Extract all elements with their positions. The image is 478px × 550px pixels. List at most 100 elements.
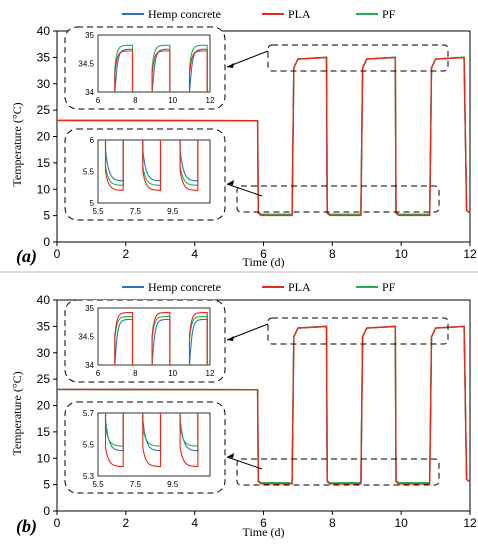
x-tick-label: 4: [191, 516, 198, 530]
legend-label: PF: [382, 280, 396, 294]
inset-x-tick-label: 9.5: [167, 207, 179, 216]
x-tick-label: 4: [191, 247, 198, 261]
inset-y-tick-label: 35: [85, 304, 94, 313]
inset-y-tick-label: 5: [90, 199, 95, 208]
x-tick-label: 0: [54, 247, 61, 261]
x-tick-label: 6: [260, 516, 267, 530]
inset-x-tick-label: 8: [133, 369, 138, 378]
inset-x-tick-label: 6: [96, 369, 101, 378]
series-line: [56, 325, 471, 485]
y-tick-label: 10: [37, 182, 51, 196]
inset-series-line: [151, 316, 171, 365]
inset-series-line: [142, 413, 162, 468]
inset-frame: [64, 26, 226, 110]
inset-y-tick-label: 5.5: [83, 168, 95, 177]
zoom-region-box: [236, 185, 440, 213]
inset-x-tick-label: 9.5: [167, 480, 179, 489]
inset-series-line: [114, 316, 134, 365]
x-tick-label: 8: [329, 247, 336, 261]
y-axis-label: Temperature (°C): [10, 102, 24, 186]
inset-x-tick-label: 7.5: [130, 207, 142, 216]
zoom-arrow-head: [227, 453, 234, 458]
x-tick-label: 12: [463, 516, 477, 530]
x-tick-label: 0: [54, 516, 61, 530]
inset-series-line: [179, 413, 199, 468]
inset-series-line: [188, 48, 208, 93]
y-tick-label: 25: [37, 372, 51, 386]
y-tick-label: 5: [43, 209, 50, 223]
y-tick-label: 20: [37, 130, 51, 144]
inset-x-tick-label: 5.5: [92, 207, 104, 216]
y-tick-label: 25: [37, 103, 51, 117]
y-tick-label: 35: [37, 50, 51, 64]
zoom-arrow: [226, 323, 269, 341]
inset-y-tick-label: 5.5: [83, 441, 95, 450]
legend-label: Hemp concrete: [148, 280, 221, 294]
inset-series-line: [114, 48, 134, 93]
zoom-arrow-head: [227, 63, 234, 68]
inset-x-tick-label: 6: [96, 96, 101, 105]
zoom-region-box: [236, 458, 440, 486]
y-tick-label: 0: [43, 504, 50, 518]
inset-y-tick-label: 34.5: [78, 60, 94, 69]
x-tick-label: 10: [394, 516, 408, 530]
inset-frame: [64, 299, 226, 383]
inset-y-tick-label: 34: [85, 361, 94, 370]
inset-series-line: [104, 413, 124, 468]
inset-series-line: [142, 413, 162, 447]
zoom-region-box: [267, 44, 449, 72]
y-tick-label: 20: [37, 399, 51, 413]
panel-b: 0 5 10 15 20 25 30 35 40 0 2 4 6 8 10 12 Time (d) Tempera…: [10, 280, 477, 539]
y-tick-label: 30: [37, 77, 51, 91]
inset-x-tick-label: 7.5: [130, 480, 142, 489]
inset-series-line: [114, 312, 134, 365]
inset-series-line: [151, 50, 171, 92]
inset-x-tick-label: 12: [206, 96, 215, 105]
inset-series-line: [142, 140, 162, 182]
x-tick-label: 12: [463, 247, 477, 261]
inset-series-line: [104, 140, 124, 191]
inset-series-line: [114, 318, 134, 366]
inset-plot-frame: [97, 139, 211, 204]
zoom-arrow: [226, 183, 263, 197]
inset-series-line: [188, 316, 208, 365]
inset-y-tick-label: 5.7: [83, 409, 95, 418]
y-tick-label: 5: [43, 478, 50, 492]
inset-series-line: [142, 140, 162, 186]
y-tick-label: 30: [37, 346, 51, 360]
y-tick-label: 0: [43, 235, 50, 249]
inset-y-tick-label: 5.3: [83, 472, 95, 481]
legend-label: PLA: [288, 7, 311, 21]
inset-y-tick-label: 34.5: [78, 333, 94, 342]
y-axis-label: Temperature (°C): [10, 371, 24, 455]
inset-series-line: [104, 413, 124, 447]
inset-series-line: [188, 312, 208, 365]
inset-x-tick-label: 8: [133, 96, 138, 105]
inset-plot-frame: [97, 307, 211, 366]
panel-label: (a): [16, 246, 37, 267]
inset-x-tick-label: 5.5: [92, 480, 104, 489]
x-axis-label: Time (d): [243, 255, 285, 269]
inset-y-tick-label: 6: [90, 136, 95, 145]
legend-label: PLA: [288, 280, 311, 294]
y-tick-label: 15: [37, 425, 51, 439]
series-line: [56, 56, 471, 217]
inset-series-line: [179, 140, 199, 191]
legend-label: PF: [382, 7, 396, 21]
inset-y-tick-label: 35: [85, 31, 94, 40]
panel-label: (b): [16, 516, 37, 537]
zoom-arrow: [226, 50, 269, 68]
inset-y-tick-label: 34: [85, 88, 94, 97]
x-tick-label: 10: [394, 247, 408, 261]
zoom-region-box: [267, 317, 449, 345]
inset-series-line: [179, 413, 199, 447]
panel-a: 0 5 10 15 20 25 30 35 40 0 2 4 6 8 10 12 Time (d) Tempera…: [10, 7, 477, 269]
inset-series-line: [104, 140, 124, 182]
zoom-arrow: [226, 456, 263, 470]
inset-series-line: [188, 318, 208, 366]
inset-series-line: [151, 44, 171, 92]
inset-series-line: [179, 140, 199, 186]
x-tick-label: 2: [122, 516, 129, 530]
y-tick-label: 40: [37, 293, 51, 307]
inset-plot-frame: [97, 34, 211, 93]
